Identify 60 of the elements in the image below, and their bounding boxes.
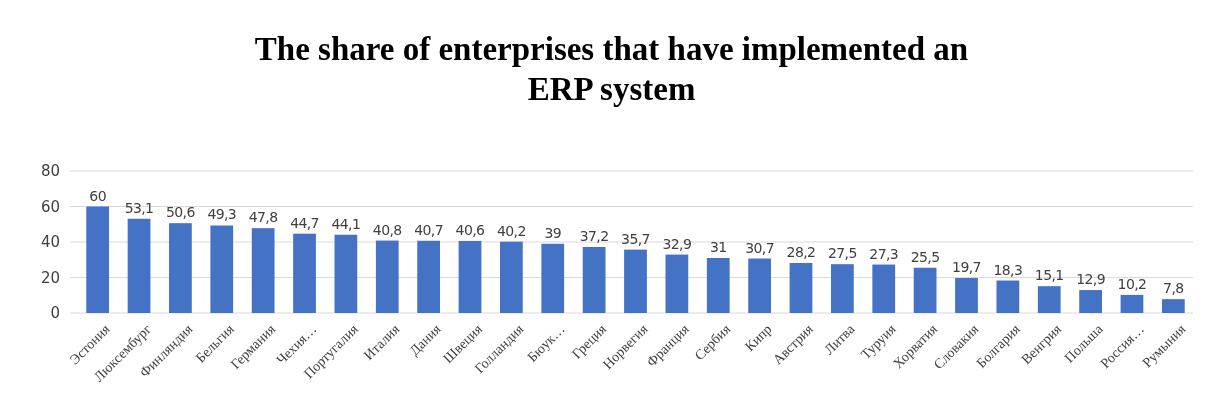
bar: [293, 233, 316, 313]
data-label: 7,8: [1163, 280, 1184, 297]
data-label: 40,6: [455, 221, 486, 238]
bar: [1161, 299, 1185, 313]
data-label: 27,3: [869, 245, 899, 262]
data-label: 37,2: [579, 227, 609, 244]
bar: [913, 267, 937, 313]
data-label: 44,1: [331, 215, 361, 232]
chart-title: The share of enterprises that have implemented an ERP system: [254, 31, 969, 107]
bar: [872, 264, 896, 313]
data-label: 60: [89, 187, 106, 204]
bar: [251, 228, 275, 313]
data-label: 12,9: [1076, 271, 1105, 288]
data-label: 32,9: [662, 235, 692, 252]
data-label: 39: [544, 224, 562, 241]
data-label: 40,8: [372, 221, 402, 238]
data-label: 44,7: [290, 214, 319, 231]
data-label: 53,1: [124, 199, 154, 216]
bar: [1037, 286, 1061, 313]
y-tick-label: 60: [40, 197, 60, 216]
data-label: 47,8: [248, 209, 278, 226]
y-tick-label: 40: [40, 233, 60, 252]
bar: [169, 223, 192, 313]
bar: [789, 262, 813, 313]
data-label: 28,2: [786, 243, 816, 260]
data-label: 40,7: [414, 221, 444, 238]
bar: [1120, 294, 1144, 313]
data-label: 40,2: [496, 222, 526, 239]
data-label: 27,5: [827, 245, 857, 262]
data-label: 31: [709, 238, 727, 255]
y-tick-label: 80: [40, 162, 60, 181]
y-tick-label: 20: [40, 268, 60, 287]
bar: [955, 278, 978, 313]
bar: [417, 240, 441, 313]
data-label: 35,7: [621, 230, 650, 247]
bar: [748, 258, 771, 313]
data-label: 18,3: [993, 261, 1023, 278]
y-tick-label: 0: [50, 304, 60, 323]
bar: [375, 240, 399, 313]
bar: [210, 225, 234, 313]
bar: [624, 249, 647, 313]
bar: [1079, 290, 1102, 313]
bar: [830, 264, 854, 313]
data-label: 19,7: [952, 259, 981, 276]
data-label: 15,1: [1034, 267, 1064, 284]
bar: [334, 234, 358, 313]
bar: [500, 241, 523, 313]
bar: [86, 206, 110, 313]
bar: [706, 257, 730, 313]
bar: [665, 254, 689, 313]
data-label: 10,2: [1117, 275, 1147, 292]
data-label: 25,5: [910, 248, 940, 265]
bar: [458, 240, 482, 313]
data-label: 50,6: [166, 204, 196, 221]
bar: [127, 218, 151, 313]
bar: [541, 243, 565, 313]
bar: [582, 246, 606, 313]
data-label: 49,3: [207, 206, 237, 223]
data-label: 30,7: [745, 239, 775, 256]
bar: [996, 280, 1020, 313]
